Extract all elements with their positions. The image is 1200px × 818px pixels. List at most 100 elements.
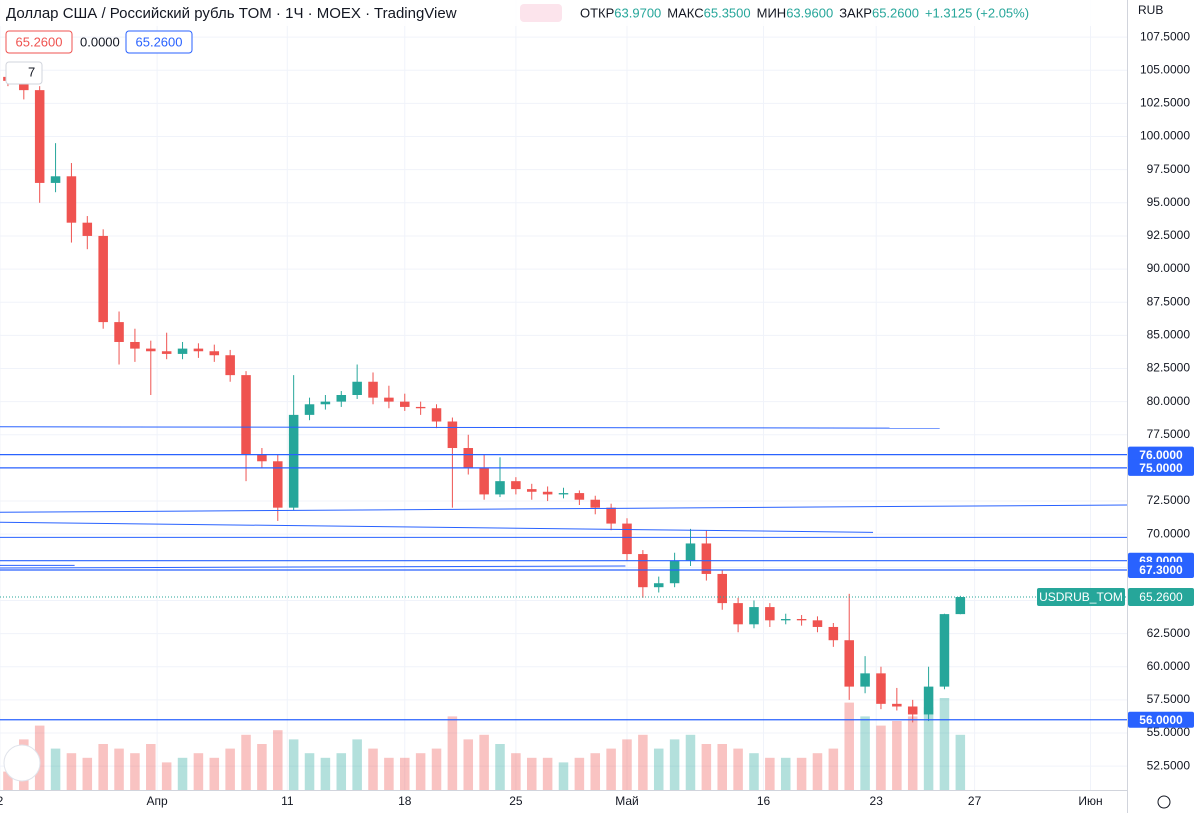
candle-body [796, 619, 807, 621]
level-tag-label: 76.0000 [1139, 448, 1183, 462]
volume-bar [955, 734, 966, 790]
candle-body [82, 222, 93, 236]
candle-body [717, 573, 727, 604]
volume-bar [431, 748, 442, 790]
candle-body [98, 235, 108, 323]
candle-body [447, 421, 458, 449]
volume-bar [304, 753, 315, 790]
chart-title: Доллар США / Российский рубль TOM · 1Ч ·… [6, 5, 457, 22]
volume-bar [50, 748, 61, 790]
candle-body [368, 381, 378, 398]
volume-bar [828, 748, 839, 790]
candle-body [892, 703, 902, 707]
candle-body [844, 640, 854, 687]
candle-body [765, 607, 775, 621]
volume-bar [400, 757, 410, 790]
x-tick-label: 11 [281, 794, 294, 808]
trend-line [0, 565, 626, 569]
candle-body [34, 90, 45, 183]
volume-bar [733, 748, 743, 790]
candle-body [733, 603, 743, 625]
candle-body [939, 614, 950, 687]
x-tick-label: Апр [147, 794, 169, 808]
candle-body [479, 467, 489, 495]
candle-body [463, 448, 474, 468]
candle-body [558, 493, 569, 495]
ohlc-label: ЗАКР [839, 5, 872, 20]
y-tick-label: 102.5000 [1140, 96, 1190, 110]
volume-bar [193, 753, 204, 790]
level-tag [1128, 459, 1194, 476]
candle-body [336, 395, 347, 402]
x-tick-label: 16 [757, 794, 771, 808]
last-tag-label: 65.2600 [1139, 590, 1183, 604]
header-bg [0, 0, 1127, 26]
volume-bar [288, 739, 299, 790]
candle-body [66, 176, 77, 223]
logo [3, 744, 41, 782]
indicator-toggle[interactable] [5, 61, 43, 85]
candle-body [225, 355, 235, 376]
candle-body [685, 543, 696, 561]
volume-bar [844, 702, 854, 790]
volume-bar [765, 757, 775, 790]
volume-bar [749, 753, 759, 790]
y-tick-label: 57.5000 [1147, 692, 1191, 706]
candle-body [701, 543, 712, 574]
volume-bar [574, 757, 585, 790]
volume-bar [923, 707, 934, 790]
currency-label: RUB [1138, 3, 1163, 17]
x-tick-label: 18 [398, 794, 412, 808]
y-tick-label: 105.0000 [1140, 62, 1190, 76]
candle-body [606, 507, 616, 524]
y-tick-label: 52.5000 [1147, 758, 1191, 772]
y-tick-label: 85.0000 [1147, 328, 1191, 342]
volume-bar [463, 739, 474, 790]
y-tick-label: 55.0000 [1147, 725, 1191, 739]
y-tick-label: 92.5000 [1147, 228, 1191, 242]
volume-bar [669, 739, 680, 790]
y-tick-label: 80.0000 [1147, 394, 1191, 408]
box-text: 65.2600 [16, 34, 63, 49]
settings-icon[interactable] [1157, 795, 1171, 809]
candle-body [574, 493, 585, 500]
ohlc-value: 63.9700 [614, 5, 661, 20]
candle-body [638, 554, 648, 588]
volume-bar [511, 753, 521, 790]
volume-bar [130, 753, 140, 790]
ohlc-label: МАКС [667, 5, 703, 20]
y-tick-label: 90.0000 [1147, 261, 1191, 275]
volume-bar [796, 757, 807, 790]
volume-bar [701, 744, 712, 790]
candle-body [812, 620, 823, 627]
candle-body [907, 706, 918, 715]
candle-body [257, 454, 267, 462]
volume-bar [273, 730, 283, 790]
x-tick-label: 23 [870, 794, 884, 808]
volume-bar [225, 748, 235, 790]
candle-body [749, 607, 759, 625]
volume-bar [98, 744, 108, 790]
volume-bar [336, 753, 347, 790]
volume-bar [907, 716, 918, 790]
volume-bar [495, 744, 505, 790]
volume-bar [717, 744, 727, 790]
level-tag [1128, 446, 1194, 463]
ohlc-value: 65.3500 [704, 5, 751, 20]
volume-bar [257, 744, 267, 790]
y-tick-label: 77.5000 [1147, 427, 1191, 441]
volume-bar [542, 757, 553, 790]
volume-bar [415, 753, 426, 790]
level-tag-label: 56.0000 [1139, 713, 1183, 727]
y-tick-label: 62.5000 [1147, 626, 1191, 640]
candle-body [114, 322, 124, 342]
volume-bar [685, 734, 696, 790]
candle-body [400, 401, 410, 407]
box [125, 30, 193, 54]
volume-bar [812, 753, 823, 790]
ohlc-label: МИН [757, 5, 787, 20]
x-tick-label: Июн [1078, 794, 1102, 808]
candle-body [622, 523, 632, 555]
x-tick-label: 27 [968, 794, 982, 808]
